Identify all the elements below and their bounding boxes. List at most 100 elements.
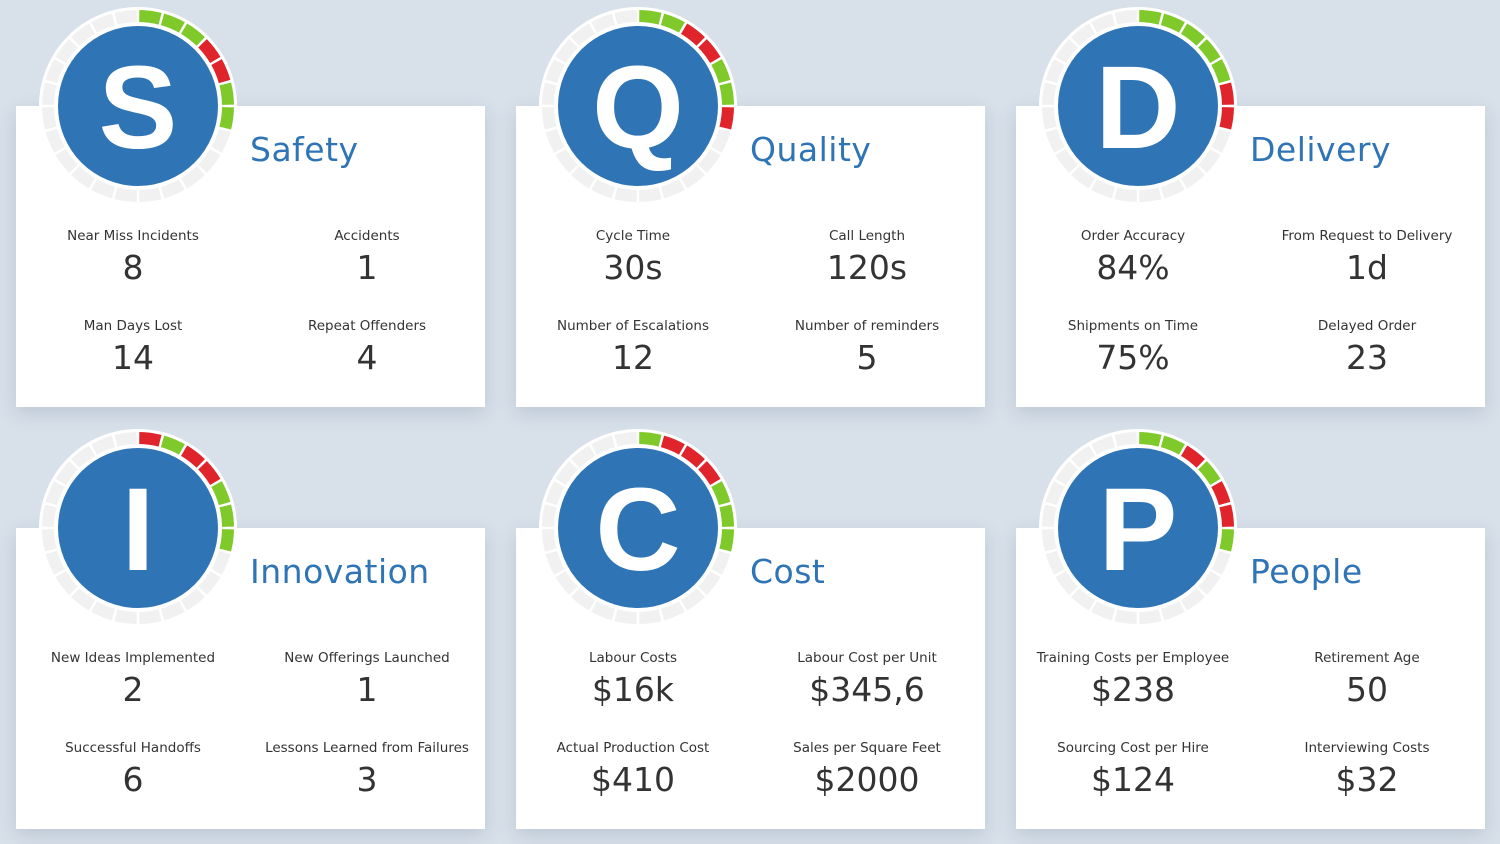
gauge-segment-empty bbox=[1160, 179, 1185, 199]
gauge-segment-empty bbox=[1071, 166, 1095, 189]
gauge-segment-bad bbox=[211, 59, 231, 84]
metric-label: Delayed Order bbox=[1317, 318, 1417, 334]
metric-label: Number of reminders bbox=[794, 318, 940, 334]
card-title: People bbox=[1250, 552, 1363, 591]
gauge-segment-empty bbox=[91, 179, 116, 199]
metric-value: 4 bbox=[356, 338, 378, 377]
badge-letter: P bbox=[1099, 464, 1178, 596]
metric-label: Interviewing Costs bbox=[1304, 740, 1430, 756]
badge-circle bbox=[1058, 26, 1218, 186]
badge-circle bbox=[58, 448, 218, 608]
metric-label: Number of Escalations bbox=[556, 318, 709, 334]
metric-value: 1d bbox=[1346, 248, 1388, 287]
gauge-segment-empty bbox=[660, 179, 685, 199]
gauge-segment-empty bbox=[545, 59, 565, 84]
metric-label: Order Accuracy bbox=[1080, 228, 1186, 244]
gauge-segment-empty bbox=[1181, 166, 1205, 189]
gauge-segment-empty bbox=[571, 23, 595, 46]
gauge-segment-empty bbox=[591, 13, 616, 33]
gauge-segment-empty bbox=[139, 187, 162, 202]
badge-letter: S bbox=[99, 42, 178, 174]
gauge-segment-empty bbox=[1042, 529, 1057, 552]
metric-value: 84% bbox=[1096, 248, 1170, 287]
metric-value: 12 bbox=[612, 338, 654, 377]
metric: Lessons Learned from Failures 3 bbox=[250, 740, 484, 799]
metric: Number of Escalations 12 bbox=[516, 318, 750, 377]
metric: Order Accuracy 84% bbox=[1016, 228, 1250, 287]
gauge-segment-empty bbox=[1042, 504, 1057, 527]
metric-value: $238 bbox=[1091, 670, 1175, 709]
metric-value: 50 bbox=[1346, 670, 1388, 709]
badge-letter: Q bbox=[592, 42, 684, 174]
gauge-segment-empty bbox=[71, 588, 95, 611]
metric-label: Lessons Learned from Failures bbox=[265, 740, 469, 756]
gauge-segment-empty bbox=[614, 432, 637, 447]
gauge-segment-bad bbox=[681, 445, 705, 468]
gauge-segment-empty bbox=[542, 504, 557, 527]
gauge-segment-empty bbox=[1139, 609, 1162, 624]
gauge-segment-empty bbox=[45, 128, 65, 153]
metric-label: Labour Cost per Unit bbox=[797, 650, 937, 666]
gauge-segment-empty bbox=[1045, 128, 1065, 153]
gauge-segment-bad bbox=[1219, 82, 1234, 105]
gauge-segment-empty bbox=[160, 179, 185, 199]
metric-label: Repeat Offenders bbox=[307, 318, 427, 334]
gauge-segment-empty bbox=[1091, 435, 1116, 455]
gauge-segment-empty bbox=[639, 187, 662, 202]
gauge-segment-good bbox=[211, 481, 231, 506]
gauge-segment-empty bbox=[1042, 82, 1057, 105]
metric: Training Costs per Employee $238 bbox=[1016, 650, 1250, 709]
metric: Successful Handoffs 6 bbox=[16, 740, 250, 799]
gauge-segment-empty bbox=[1139, 187, 1162, 202]
badge-ring: P bbox=[1039, 429, 1237, 627]
metric: Accidents 1 bbox=[250, 228, 484, 287]
metric: Actual Production Cost $410 bbox=[516, 740, 750, 799]
gauge-segment-empty bbox=[45, 59, 65, 84]
metric-value: 8 bbox=[122, 248, 144, 287]
gauge-segment-bad bbox=[1219, 107, 1234, 130]
gauge-segment-empty bbox=[42, 504, 57, 527]
gauge-segment-empty bbox=[591, 601, 616, 621]
metric-label: Shipments on Time bbox=[1067, 318, 1199, 334]
gauge-segment-good bbox=[219, 504, 234, 527]
gauge-segment-bad bbox=[139, 432, 162, 447]
gauge-segment-empty bbox=[91, 435, 116, 455]
gauge-segment-empty bbox=[42, 529, 57, 552]
metric: Shipments on Time 75% bbox=[1016, 318, 1250, 377]
gauge-segment-empty bbox=[55, 149, 78, 173]
cost-badge: C bbox=[538, 428, 738, 628]
gauge-segment-empty bbox=[71, 445, 95, 468]
gauge-segment-good bbox=[1181, 23, 1205, 46]
metric-value: 1 bbox=[356, 248, 378, 287]
gauge-segment-good bbox=[160, 435, 185, 455]
gauge-segment-empty bbox=[1045, 481, 1065, 506]
gauge-segment-empty bbox=[1055, 571, 1078, 595]
safety-badge: S bbox=[38, 6, 238, 206]
gauge-segment-empty bbox=[114, 10, 137, 25]
badge-circle bbox=[558, 448, 718, 608]
gauge-segment-empty bbox=[542, 529, 557, 552]
metric-value: 120s bbox=[826, 248, 908, 287]
gauge-segment-empty bbox=[711, 550, 731, 575]
badge-ring: Q bbox=[539, 7, 737, 205]
gauge-segment-empty bbox=[614, 609, 637, 624]
gauge-segment-empty bbox=[114, 187, 137, 202]
metric-value: 1 bbox=[356, 670, 378, 709]
gauge-segment-empty bbox=[1211, 128, 1231, 153]
gauge-segment-empty bbox=[42, 107, 57, 130]
gauge-segment-empty bbox=[555, 149, 578, 173]
gauge-segment-empty bbox=[1091, 13, 1116, 33]
gauge-segment-good bbox=[1198, 39, 1221, 63]
gauge-segment-good bbox=[181, 23, 205, 46]
gauge-segment-good bbox=[639, 10, 662, 25]
badge-ring: D bbox=[1039, 7, 1237, 205]
gauge-segment-good bbox=[139, 10, 162, 25]
gauge-segment-good bbox=[719, 504, 734, 527]
metric-value: $16k bbox=[591, 670, 675, 709]
gauge-segment-good bbox=[1211, 59, 1231, 84]
gauge-segment-empty bbox=[91, 601, 116, 621]
metric: Cycle Time 30s bbox=[516, 228, 750, 287]
gauge-segment-empty bbox=[698, 149, 721, 173]
gauge-segment-bad bbox=[698, 461, 721, 485]
gauge-segment-empty bbox=[681, 588, 705, 611]
